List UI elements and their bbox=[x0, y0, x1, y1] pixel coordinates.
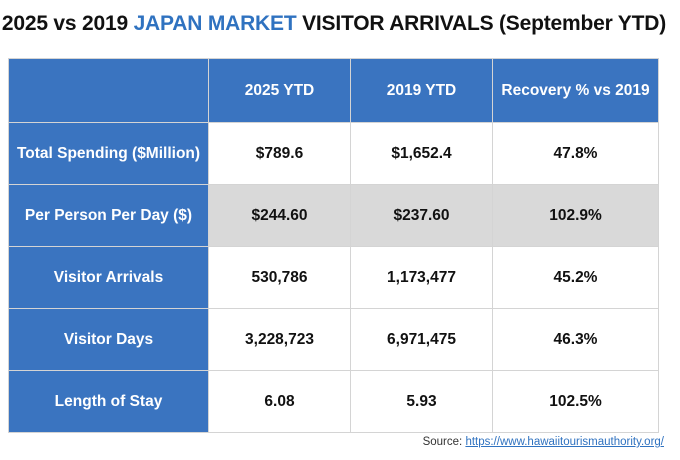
table-cell: 46.3% bbox=[492, 308, 659, 371]
table-row-per-person-per-day: Per Person Per Day ($) $244.60 $237.60 1… bbox=[8, 184, 659, 247]
table-row-total-spending: Total Spending ($Million) $789.6 $1,652.… bbox=[8, 122, 659, 185]
title-part-1: 2025 vs 2019 bbox=[1, 12, 128, 35]
table-cell: $244.60 bbox=[208, 184, 351, 247]
table-cell: 1,173,477 bbox=[350, 246, 493, 309]
row-header-total-spending: Total Spending ($Million) bbox=[8, 122, 209, 185]
header-row: 2025 YTD 2019 YTD Recovery % vs 2019 bbox=[8, 58, 659, 123]
table-cell: 47.8% bbox=[492, 122, 659, 185]
source-note: Source: https://www.hawaiitourismauthori… bbox=[423, 436, 664, 448]
data-table: 2025 YTD 2019 YTD Recovery % vs 2019 Tot… bbox=[8, 58, 659, 433]
table-cell: 3,228,723 bbox=[208, 308, 351, 371]
row-header-visitor-arrivals: Visitor Arrivals bbox=[8, 246, 209, 309]
column-header-2019-ytd: 2019 YTD bbox=[350, 58, 493, 123]
source-label: Source: bbox=[422, 436, 463, 448]
source-link[interactable]: https://www.hawaiitourismauthority.org/ bbox=[465, 436, 664, 448]
title-accent: JAPAN MARKET bbox=[133, 12, 297, 35]
table-row-visitor-arrivals: Visitor Arrivals 530,786 1,173,477 45.2% bbox=[8, 246, 659, 309]
table-row-visitor-days: Visitor Days 3,228,723 6,971,475 46.3% bbox=[8, 308, 659, 371]
table-cell: $789.6 bbox=[208, 122, 351, 185]
column-header-recovery: Recovery % vs 2019 bbox=[492, 58, 659, 123]
table-cell: 530,786 bbox=[208, 246, 351, 309]
table-cell: 6.08 bbox=[208, 370, 351, 433]
table-cell: 45.2% bbox=[492, 246, 659, 309]
row-header-visitor-days: Visitor Days bbox=[8, 308, 209, 371]
column-header-2025-ytd: 2025 YTD bbox=[208, 58, 351, 123]
table-row-length-of-stay: Length of Stay 6.08 5.93 102.5% bbox=[8, 370, 659, 433]
row-header-per-person-per-day: Per Person Per Day ($) bbox=[8, 184, 209, 247]
table-cell: 102.9% bbox=[492, 184, 659, 247]
table-cell: $1,652.4 bbox=[350, 122, 493, 185]
table-cell: 6,971,475 bbox=[350, 308, 493, 371]
row-header-length-of-stay: Length of Stay bbox=[8, 370, 209, 433]
table-cell: $237.60 bbox=[350, 184, 493, 247]
table-cell: 102.5% bbox=[492, 370, 659, 433]
header-corner-cell bbox=[8, 58, 209, 123]
title-part-2: VISITOR ARRIVALS (September YTD) bbox=[302, 12, 666, 35]
chart-title: 2025 vs 2019 JAPAN MARKET VISITOR ARRIVA… bbox=[0, 12, 680, 52]
table-cell: 5.93 bbox=[350, 370, 493, 433]
